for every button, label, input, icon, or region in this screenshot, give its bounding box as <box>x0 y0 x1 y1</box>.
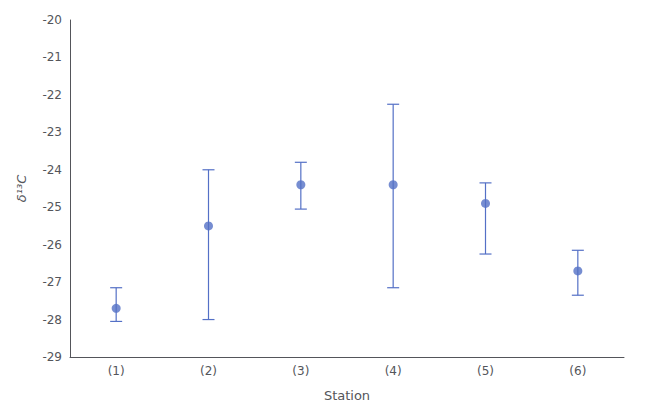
svg-text:Station: Station <box>324 388 370 403</box>
svg-text:(2): (2) <box>200 364 217 378</box>
svg-text:(6): (6) <box>569 364 586 378</box>
svg-text:(1): (1) <box>108 364 125 378</box>
svg-text:(4): (4) <box>385 364 402 378</box>
svg-text:-26: -26 <box>42 238 62 252</box>
svg-text:-24: -24 <box>42 163 62 177</box>
svg-text:-27: -27 <box>42 275 62 289</box>
svg-text:(5): (5) <box>477 364 494 378</box>
svg-text:-20: -20 <box>42 13 62 27</box>
svg-text:δ¹³C: δ¹³C <box>14 174 29 202</box>
svg-text:(3): (3) <box>292 364 309 378</box>
svg-text:-21: -21 <box>42 50 62 64</box>
svg-text:-25: -25 <box>42 200 62 214</box>
svg-text:-28: -28 <box>42 313 62 327</box>
svg-text:-29: -29 <box>42 350 62 364</box>
svg-text:-23: -23 <box>42 125 62 139</box>
svg-text:-22: -22 <box>42 88 62 102</box>
